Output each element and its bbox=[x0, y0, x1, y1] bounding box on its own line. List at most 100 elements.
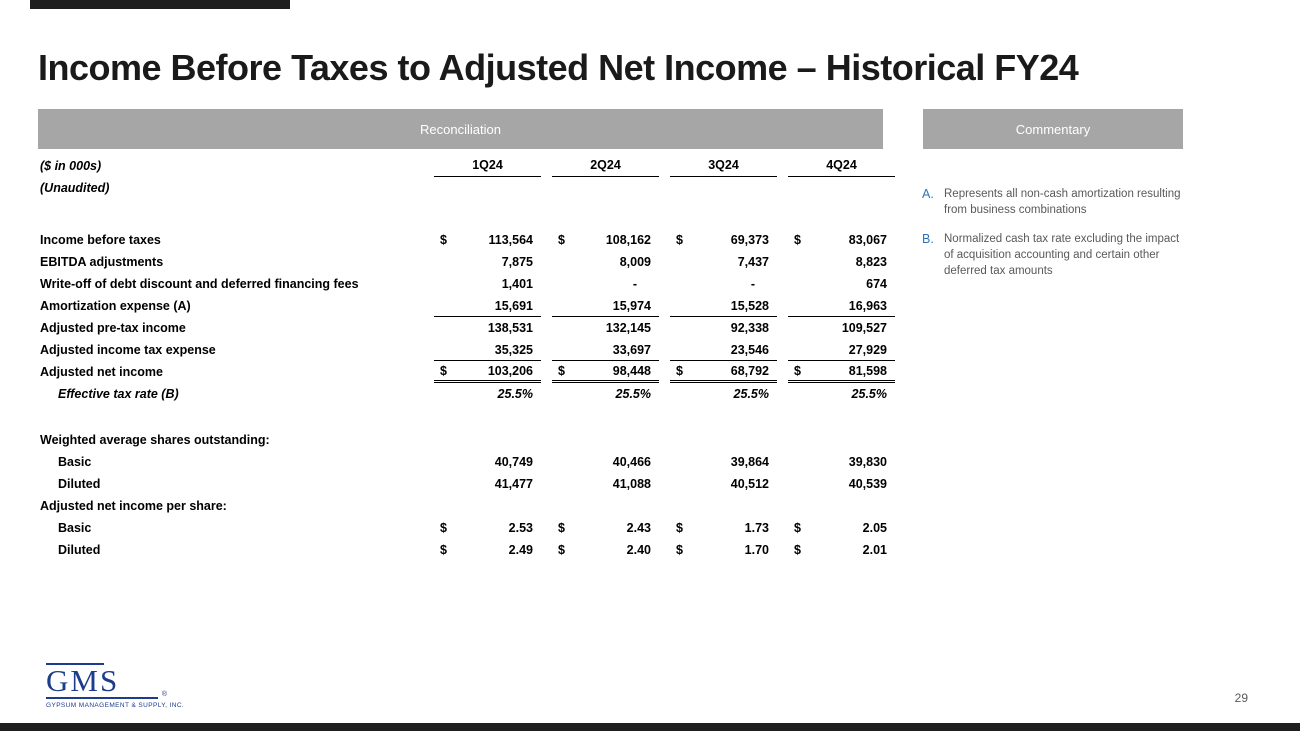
value-cell: $103,206 bbox=[434, 361, 541, 383]
column-header: 2Q24 bbox=[552, 155, 659, 177]
value-cell bbox=[552, 495, 659, 517]
table-row: EBITDA adjustments 7,875 8,009 7,437 8,823 bbox=[40, 251, 890, 273]
value-cell: 8,009 bbox=[552, 251, 659, 273]
row-label: Basic bbox=[58, 455, 92, 469]
value-cell: $2.49 bbox=[434, 539, 541, 561]
audit-note-row: (Unaudited) bbox=[40, 177, 890, 199]
units-note: ($ in 000s) bbox=[40, 159, 102, 173]
table-row: Adjusted net income $103,206 $98,448 $68,79… bbox=[40, 361, 895, 383]
top-accent-bar bbox=[30, 0, 290, 9]
logo-text: GMS bbox=[46, 663, 120, 698]
cell-value: 2.05 bbox=[862, 521, 887, 535]
cell-value: 33,697 bbox=[612, 342, 651, 357]
value-cell bbox=[670, 495, 777, 517]
value-cell: 25.5% bbox=[670, 383, 777, 405]
value-cell: $2.43 bbox=[552, 517, 659, 539]
value-cell: 92,338 bbox=[670, 317, 777, 339]
value-cell: 27,929 bbox=[788, 339, 895, 361]
row-label: Adjusted income tax expense bbox=[40, 343, 216, 357]
table-header-row: ($ in 000s) 1Q24 2Q24 3Q24 4Q24 bbox=[40, 155, 895, 177]
cell-value: 41,088 bbox=[612, 477, 651, 491]
cell-value: 92,338 bbox=[730, 321, 769, 335]
reconciliation-header-bar: Reconciliation bbox=[38, 109, 883, 149]
value-cell: 40,512 bbox=[670, 473, 777, 495]
value-cell: 15,528 bbox=[670, 295, 777, 317]
dollar-sign: $ bbox=[676, 521, 683, 535]
value-cell: 23,546 bbox=[670, 339, 777, 361]
dollar-sign: $ bbox=[794, 363, 801, 378]
value-cell: $83,067 bbox=[788, 229, 895, 251]
value-cell: $98,448 bbox=[552, 361, 659, 383]
commentary-note: B. Normalized cash tax rate excluding the… bbox=[922, 231, 1188, 279]
cell-value: 674 bbox=[866, 277, 887, 291]
value-cell: $2.53 bbox=[434, 517, 541, 539]
value-cell: 109,527 bbox=[788, 317, 895, 339]
value-cell: $2.01 bbox=[788, 539, 895, 561]
value-cell: 16,963 bbox=[788, 295, 895, 317]
row-label: Diluted bbox=[58, 477, 101, 491]
cell-value: 25.5% bbox=[615, 387, 651, 401]
logo-tagline: GYPSUM MANAGEMENT & SUPPLY, INC. bbox=[46, 702, 185, 709]
value-cell: 35,325 bbox=[434, 339, 541, 361]
dollar-sign: $ bbox=[440, 233, 447, 247]
cell-value: 138,531 bbox=[487, 321, 533, 335]
value-cell: 25.5% bbox=[434, 383, 541, 405]
table-row: Diluted $2.49 $2.40 $1.70 $2.01 bbox=[40, 539, 890, 561]
table-row: Effective tax rate (B) 25.5% 25.5% 25.5% 25.… bbox=[40, 383, 890, 405]
row-label: Adjusted net income bbox=[40, 365, 163, 379]
value-cell bbox=[434, 429, 541, 451]
cell-value: 41,477 bbox=[494, 477, 533, 491]
cell-value: 109,527 bbox=[841, 321, 887, 335]
cell-value: 40,512 bbox=[730, 477, 769, 491]
cell-value: 103,206 bbox=[487, 363, 533, 378]
table-row: Weighted average shares outstanding: bbox=[40, 429, 890, 451]
cell-value: 25.5% bbox=[851, 387, 887, 401]
dollar-sign: $ bbox=[794, 233, 801, 247]
table-row: Write-off of debt discount and deferred … bbox=[40, 273, 890, 295]
note-text: Normalized cash tax rate excluding the i… bbox=[944, 233, 1180, 277]
table-row: Diluted 41,477 41,088 40,512 40,539 bbox=[40, 473, 890, 495]
registered-mark: ® bbox=[161, 691, 167, 698]
cell-value: 7,437 bbox=[737, 255, 769, 269]
dollar-sign: $ bbox=[794, 521, 801, 535]
column-header: 3Q24 bbox=[670, 155, 777, 177]
cell-value: 40,749 bbox=[494, 455, 533, 469]
cell-value: 81,598 bbox=[848, 363, 887, 378]
cell-value: 2.49 bbox=[508, 543, 533, 557]
value-cell bbox=[670, 429, 777, 451]
value-cell: 7,437 bbox=[670, 251, 777, 273]
row-label: Diluted bbox=[58, 543, 101, 557]
table-body: Income before taxes $113,564 $108,162 $69,3… bbox=[40, 229, 895, 561]
bottom-accent-bar bbox=[0, 723, 1300, 731]
table-row: Amortization expense (A) 15,691 15,974 15,5… bbox=[40, 295, 895, 317]
note-letter: B. bbox=[922, 232, 934, 246]
cell-value: 113,564 bbox=[488, 233, 534, 247]
row-label: Basic bbox=[58, 521, 92, 535]
value-cell: $68,792 bbox=[670, 361, 777, 383]
cell-value: - bbox=[632, 277, 637, 291]
cell-value: 1,401 bbox=[501, 277, 533, 291]
commentary-header-bar: Commentary bbox=[923, 109, 1183, 149]
cell-value: 2.40 bbox=[626, 543, 651, 557]
column-header: 4Q24 bbox=[788, 155, 895, 177]
value-cell: 8,823 bbox=[788, 251, 895, 273]
value-cell: 25.5% bbox=[552, 383, 659, 405]
value-cell: 39,830 bbox=[788, 451, 895, 473]
note-letter: A. bbox=[922, 187, 934, 201]
value-cell: 40,539 bbox=[788, 473, 895, 495]
audit-note: (Unaudited) bbox=[40, 181, 110, 195]
cell-value: 83,067 bbox=[848, 233, 887, 247]
page-number: 29 bbox=[1234, 691, 1248, 705]
table-row bbox=[40, 405, 890, 429]
value-cell bbox=[788, 429, 895, 451]
value-cell: - bbox=[552, 273, 659, 295]
cell-value: 35,325 bbox=[494, 342, 533, 357]
value-cell: 15,691 bbox=[434, 295, 541, 317]
value-cell: $1.70 bbox=[670, 539, 777, 561]
dollar-sign: $ bbox=[794, 543, 801, 557]
column-header: 1Q24 bbox=[434, 155, 541, 177]
cell-value: 15,528 bbox=[730, 298, 769, 313]
reconciliation-table: ($ in 000s) 1Q24 2Q24 3Q24 4Q24 (Unaudited)… bbox=[40, 155, 895, 561]
value-cell bbox=[788, 495, 895, 517]
cell-value: 40,539 bbox=[848, 477, 887, 491]
